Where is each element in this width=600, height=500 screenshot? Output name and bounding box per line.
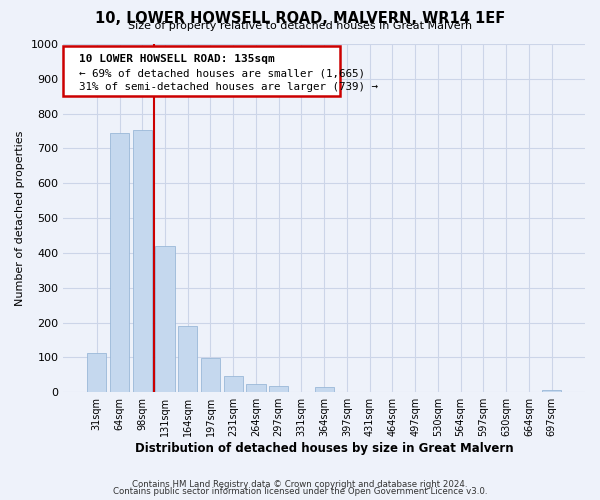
Text: 31% of semi-detached houses are larger (739) →: 31% of semi-detached houses are larger (… xyxy=(79,82,378,92)
Bar xyxy=(155,246,175,392)
Text: Contains HM Land Registry data © Crown copyright and database right 2024.: Contains HM Land Registry data © Crown c… xyxy=(132,480,468,489)
Text: 10 LOWER HOWSELL ROAD: 135sqm: 10 LOWER HOWSELL ROAD: 135sqm xyxy=(79,54,275,64)
Bar xyxy=(314,388,334,392)
Text: Size of property relative to detached houses in Great Malvern: Size of property relative to detached ho… xyxy=(128,21,472,31)
Y-axis label: Number of detached properties: Number of detached properties xyxy=(15,130,25,306)
Bar xyxy=(269,386,289,392)
Text: ← 69% of detached houses are smaller (1,665): ← 69% of detached houses are smaller (1,… xyxy=(79,68,365,78)
Bar xyxy=(178,326,197,392)
Bar xyxy=(133,130,152,392)
Text: 10, LOWER HOWSELL ROAD, MALVERN, WR14 1EF: 10, LOWER HOWSELL ROAD, MALVERN, WR14 1E… xyxy=(95,11,505,26)
X-axis label: Distribution of detached houses by size in Great Malvern: Distribution of detached houses by size … xyxy=(135,442,514,455)
Text: Contains public sector information licensed under the Open Government Licence v3: Contains public sector information licen… xyxy=(113,488,487,496)
Bar xyxy=(87,353,106,392)
Bar xyxy=(110,134,129,392)
Bar xyxy=(224,376,243,392)
FancyBboxPatch shape xyxy=(64,46,340,96)
Bar xyxy=(542,390,561,392)
Bar xyxy=(247,384,266,392)
Bar xyxy=(201,358,220,392)
